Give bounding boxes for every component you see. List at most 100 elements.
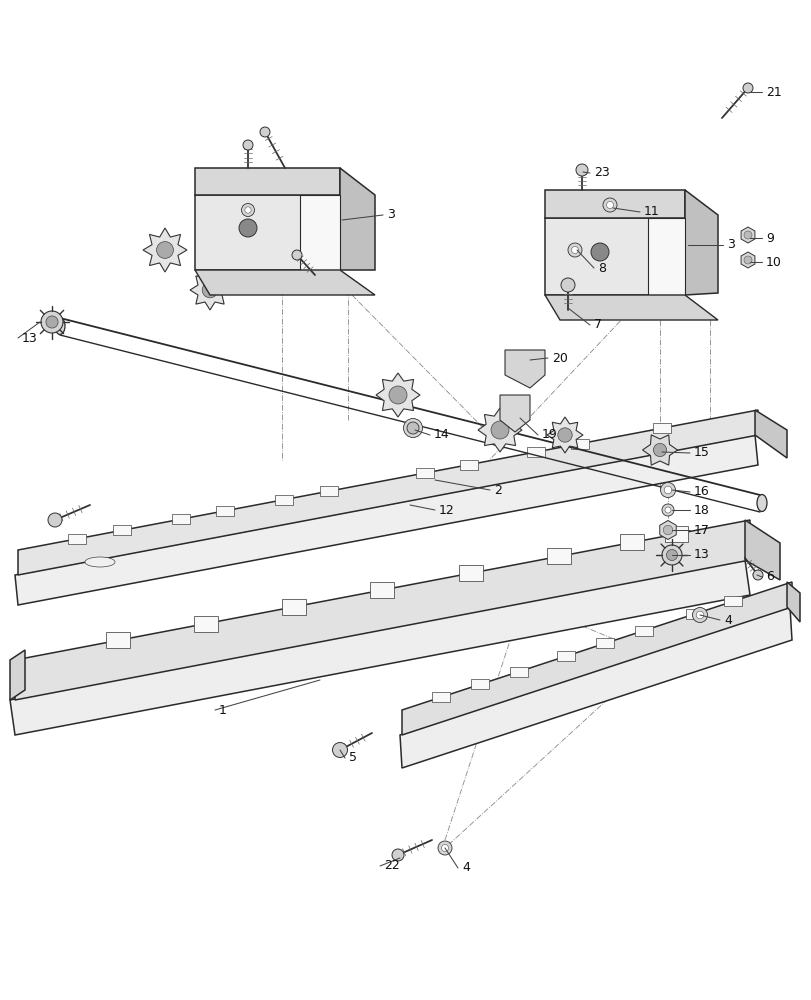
Text: 20: 20 xyxy=(551,352,567,364)
Text: 15: 15 xyxy=(693,446,709,459)
Polygon shape xyxy=(642,435,676,465)
Polygon shape xyxy=(634,626,652,636)
Circle shape xyxy=(664,507,670,513)
Polygon shape xyxy=(18,410,757,575)
Circle shape xyxy=(388,386,406,404)
Circle shape xyxy=(41,311,63,333)
Polygon shape xyxy=(754,410,786,458)
Polygon shape xyxy=(195,270,375,295)
Text: 23: 23 xyxy=(594,166,609,180)
Polygon shape xyxy=(10,650,25,700)
Polygon shape xyxy=(190,270,230,310)
Polygon shape xyxy=(556,651,574,661)
Polygon shape xyxy=(282,599,306,615)
Polygon shape xyxy=(786,582,799,622)
Circle shape xyxy=(557,428,572,442)
Circle shape xyxy=(606,202,613,209)
Text: 8: 8 xyxy=(597,261,605,274)
Circle shape xyxy=(332,742,347,758)
Polygon shape xyxy=(400,607,791,768)
Polygon shape xyxy=(547,417,582,453)
Circle shape xyxy=(260,127,270,137)
Polygon shape xyxy=(320,486,337,496)
Text: 10: 10 xyxy=(765,255,781,268)
Circle shape xyxy=(590,243,608,261)
Text: 16: 16 xyxy=(693,486,709,498)
Polygon shape xyxy=(299,195,340,270)
Ellipse shape xyxy=(55,318,65,334)
Text: 14: 14 xyxy=(433,428,449,442)
Circle shape xyxy=(48,513,62,527)
Polygon shape xyxy=(478,408,521,452)
Polygon shape xyxy=(740,227,754,243)
Text: 17: 17 xyxy=(693,524,709,536)
Polygon shape xyxy=(460,460,478,470)
Circle shape xyxy=(202,282,217,298)
Text: 19: 19 xyxy=(541,428,557,442)
Circle shape xyxy=(46,316,58,328)
Circle shape xyxy=(244,207,251,213)
Circle shape xyxy=(560,278,574,292)
Polygon shape xyxy=(275,495,293,505)
Polygon shape xyxy=(504,350,544,388)
Circle shape xyxy=(292,250,302,260)
Polygon shape xyxy=(143,228,187,272)
Polygon shape xyxy=(544,295,717,320)
Text: 5: 5 xyxy=(349,752,357,764)
Text: 4: 4 xyxy=(723,613,731,626)
Polygon shape xyxy=(375,373,419,417)
Circle shape xyxy=(659,483,675,497)
Text: 3: 3 xyxy=(387,209,394,222)
Circle shape xyxy=(742,83,752,93)
Circle shape xyxy=(403,418,422,438)
Polygon shape xyxy=(544,218,684,295)
Polygon shape xyxy=(526,447,544,457)
Circle shape xyxy=(653,443,666,457)
Circle shape xyxy=(661,545,681,565)
Polygon shape xyxy=(195,195,340,270)
Text: 12: 12 xyxy=(439,503,454,516)
Polygon shape xyxy=(723,596,741,606)
Polygon shape xyxy=(652,423,670,433)
Polygon shape xyxy=(571,439,589,449)
Polygon shape xyxy=(10,560,749,735)
Polygon shape xyxy=(172,514,190,524)
Polygon shape xyxy=(195,168,340,195)
Text: 18: 18 xyxy=(693,503,709,516)
Circle shape xyxy=(663,525,672,535)
Ellipse shape xyxy=(85,557,115,567)
Circle shape xyxy=(441,844,448,851)
Polygon shape xyxy=(547,548,570,564)
Polygon shape xyxy=(113,525,131,535)
Polygon shape xyxy=(431,692,449,702)
Polygon shape xyxy=(415,468,433,478)
Circle shape xyxy=(603,198,616,212)
Circle shape xyxy=(437,841,452,855)
Text: 6: 6 xyxy=(765,570,773,584)
Polygon shape xyxy=(684,190,717,295)
Polygon shape xyxy=(595,638,613,648)
Text: 21: 21 xyxy=(765,86,781,99)
Polygon shape xyxy=(105,632,130,648)
Polygon shape xyxy=(659,521,676,540)
Polygon shape xyxy=(684,609,702,619)
Circle shape xyxy=(568,243,581,257)
Text: 3: 3 xyxy=(726,238,734,251)
Polygon shape xyxy=(509,667,527,677)
Polygon shape xyxy=(340,168,375,270)
Polygon shape xyxy=(470,679,488,689)
Polygon shape xyxy=(620,534,644,550)
Polygon shape xyxy=(401,582,791,735)
Polygon shape xyxy=(68,534,86,544)
Circle shape xyxy=(661,504,673,516)
Circle shape xyxy=(406,422,418,434)
Text: 22: 22 xyxy=(384,859,399,872)
Text: 13: 13 xyxy=(693,548,709,561)
Text: 11: 11 xyxy=(643,205,659,218)
Polygon shape xyxy=(458,565,482,581)
Circle shape xyxy=(242,140,253,150)
Text: 1: 1 xyxy=(219,704,226,716)
Circle shape xyxy=(157,242,174,258)
Text: 13: 13 xyxy=(22,332,37,344)
Circle shape xyxy=(695,611,703,619)
